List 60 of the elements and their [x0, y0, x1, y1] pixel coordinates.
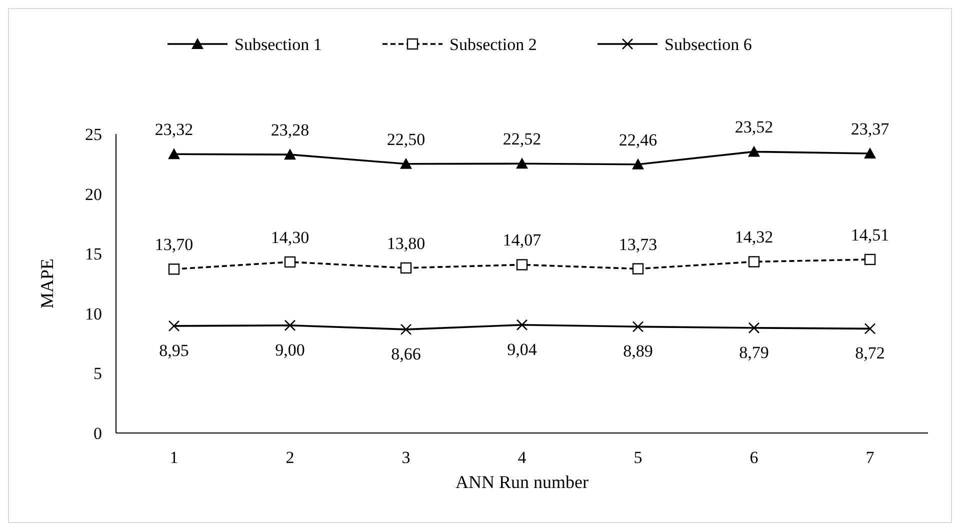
data-label: 23,28 [270, 120, 310, 140]
data-label: 9,04 [507, 340, 538, 359]
data-label: 13,73 [618, 234, 658, 254]
data-label: 23,32 [154, 120, 194, 140]
point [748, 256, 760, 268]
point [516, 158, 528, 169]
data-label: 22,46 [618, 130, 658, 150]
data-label: 13,80 [386, 234, 426, 253]
point [748, 322, 760, 334]
point [168, 264, 180, 275]
point [400, 158, 412, 169]
point [400, 262, 412, 274]
data-label: 14,32 [734, 228, 774, 247]
data-label: 8,89 [623, 342, 653, 361]
point [168, 320, 180, 332]
data-label: 8,79 [739, 342, 769, 362]
data-label: 22,50 [386, 130, 426, 149]
data-label: 23,52 [734, 118, 774, 137]
x-tick-label: 3 [402, 448, 410, 467]
data-label: 9,00 [275, 340, 305, 360]
data-label: 8,72 [855, 344, 885, 363]
x-tick-label: 1 [170, 448, 178, 467]
point [632, 321, 644, 332]
y-tick-label: 15 [85, 244, 102, 264]
x-tick-label: 2 [286, 448, 294, 467]
data-label: 22,52 [502, 130, 542, 149]
point [516, 259, 528, 270]
y-tick-label: 10 [85, 304, 102, 324]
point [748, 146, 760, 157]
y-tick-label: 20 [85, 184, 102, 204]
point [864, 323, 876, 334]
legend-label: Subsection 6 [664, 34, 752, 54]
x-tick-label: 6 [750, 448, 758, 467]
data-label: 14,51 [850, 225, 890, 244]
point [516, 319, 528, 331]
data-label: 8,66 [391, 344, 421, 364]
data-label: 13,70 [154, 235, 194, 254]
point [632, 263, 644, 274]
point [864, 147, 876, 158]
data-label: 14,30 [270, 228, 310, 247]
data-label: 14,07 [502, 230, 542, 250]
point [284, 148, 296, 160]
legend-label: Subsection 1 [234, 34, 322, 54]
x-tick-label: 4 [518, 448, 527, 467]
point [168, 148, 180, 160]
point [284, 256, 296, 268]
y-axis-title: MAPE [37, 258, 57, 309]
x-axis-title: ANN Run number [456, 472, 588, 492]
data-label: 23,37 [850, 119, 890, 138]
legend-label: Subsection 2 [450, 34, 537, 54]
y-tick-label: 25 [85, 124, 102, 144]
x-tick-label: 7 [866, 448, 875, 467]
point [632, 158, 644, 170]
y-tick-label: 0 [94, 424, 102, 443]
point [864, 254, 876, 266]
x-tick-label: 5 [634, 448, 642, 467]
y-tick-label: 5 [94, 364, 102, 384]
data-label: 8,95 [159, 340, 189, 360]
point [400, 324, 412, 336]
point [284, 320, 296, 332]
